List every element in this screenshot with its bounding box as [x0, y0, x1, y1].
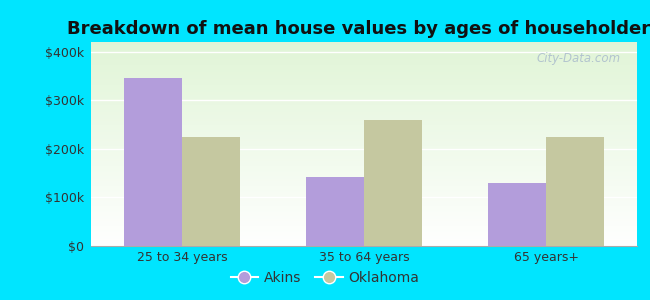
- Bar: [124, 78, 182, 246]
- Bar: [306, 176, 364, 246]
- Text: City-Data.com: City-Data.com: [536, 52, 621, 65]
- Bar: [364, 120, 423, 246]
- Title: Breakdown of mean house values by ages of householders: Breakdown of mean house values by ages o…: [67, 20, 650, 38]
- Bar: [182, 137, 240, 246]
- Legend: Akins, Oklahoma: Akins, Oklahoma: [225, 265, 425, 290]
- Bar: [546, 137, 604, 246]
- Bar: [488, 183, 546, 246]
